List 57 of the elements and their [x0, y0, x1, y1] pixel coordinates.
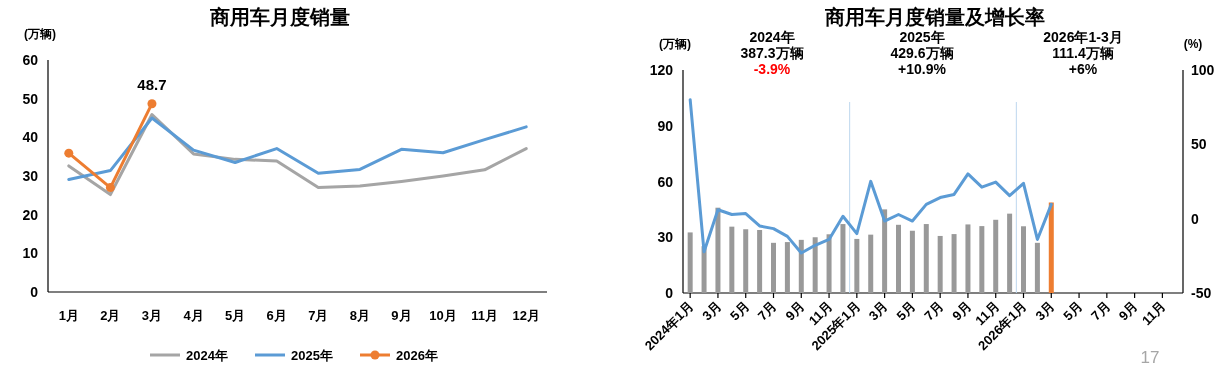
x-tick-label: 3月 [1032, 298, 1058, 324]
y-axis-title: (万辆) [659, 37, 691, 51]
y-tick-label: 0 [30, 284, 39, 300]
x-tick-label: 3月 [865, 298, 891, 324]
x-tick-label: 6月 [266, 308, 287, 323]
x-tick-label: 3月 [699, 298, 725, 324]
annotation: 2024年 387.3万辆 -3.9% [740, 29, 804, 77]
x-tick-label: 12月 [512, 308, 540, 323]
x-tick-label: 9月 [1115, 298, 1141, 324]
y2-tick-label: 100 [1191, 62, 1215, 78]
point [147, 99, 157, 109]
x-tick-label: 8月 [349, 308, 370, 323]
x-tick-label: 7月 [308, 308, 329, 323]
y-tick-label: 90 [657, 117, 674, 134]
x-tick-label: 7月 [754, 298, 780, 324]
y2-tick-label: -50 [1191, 285, 1212, 301]
legend-label: 2024年 [186, 348, 228, 363]
y2-axis-title: (%) [1183, 37, 1203, 51]
x-tick-label: 5月 [1060, 298, 1086, 324]
y-tick-label: 60 [657, 173, 674, 190]
y-tick-label: 10 [22, 245, 39, 262]
legend-label: 2025年 [291, 348, 333, 363]
x-tick-label: 11月 [471, 308, 498, 323]
x-tick-label: 5月 [726, 298, 752, 324]
y-tick-label: 120 [649, 62, 674, 78]
y-tick-label: 40 [22, 129, 39, 146]
x-tick-label: 1月 [58, 308, 79, 323]
x-tick-label: 5月 [893, 298, 919, 324]
text: 17 [1140, 348, 1160, 367]
chart-title: 商用车月度销量 [209, 6, 350, 28]
y-tick-label: 50 [22, 90, 39, 107]
y-tick-label: 20 [22, 206, 39, 223]
x-tick-label: 9月 [782, 298, 808, 324]
y-tick-label: 30 [22, 168, 39, 184]
y-tick-label: 0 [665, 285, 674, 301]
x-tick-label: 2月 [100, 308, 121, 323]
x-tick-label: 5月 [225, 308, 246, 323]
x-tick-label: 11月 [1138, 298, 1169, 329]
x-tick-label: 10月 [429, 308, 457, 323]
y-axis-title: (万辆) [24, 27, 56, 41]
x-tick-label: 7月 [921, 298, 947, 324]
x-tick-label: 4月 [183, 308, 204, 323]
data-label: 48.7 [137, 75, 167, 93]
x-tick-label: 9月 [391, 308, 412, 323]
y-tick-label: 30 [657, 229, 674, 246]
x-tick-label: 3月 [141, 308, 163, 323]
annotation: 2026年1-3月 111.4万辆 +6% [1043, 29, 1123, 77]
x-tick-label: 9月 [949, 298, 975, 324]
point [105, 183, 115, 193]
annotation: 2025年 429.6万辆 +10.9% [890, 29, 954, 77]
point [64, 148, 74, 158]
legend-label: 2026年 [396, 348, 438, 363]
x-tick-label: 7月 [1088, 298, 1113, 324]
y-tick-label: 60 [22, 52, 39, 68]
y2-tick-label: 50 [1191, 136, 1207, 153]
y2-tick-label: 0 [1191, 210, 1199, 227]
chart-title: 商用车月度销量及增长率 [824, 6, 1045, 28]
